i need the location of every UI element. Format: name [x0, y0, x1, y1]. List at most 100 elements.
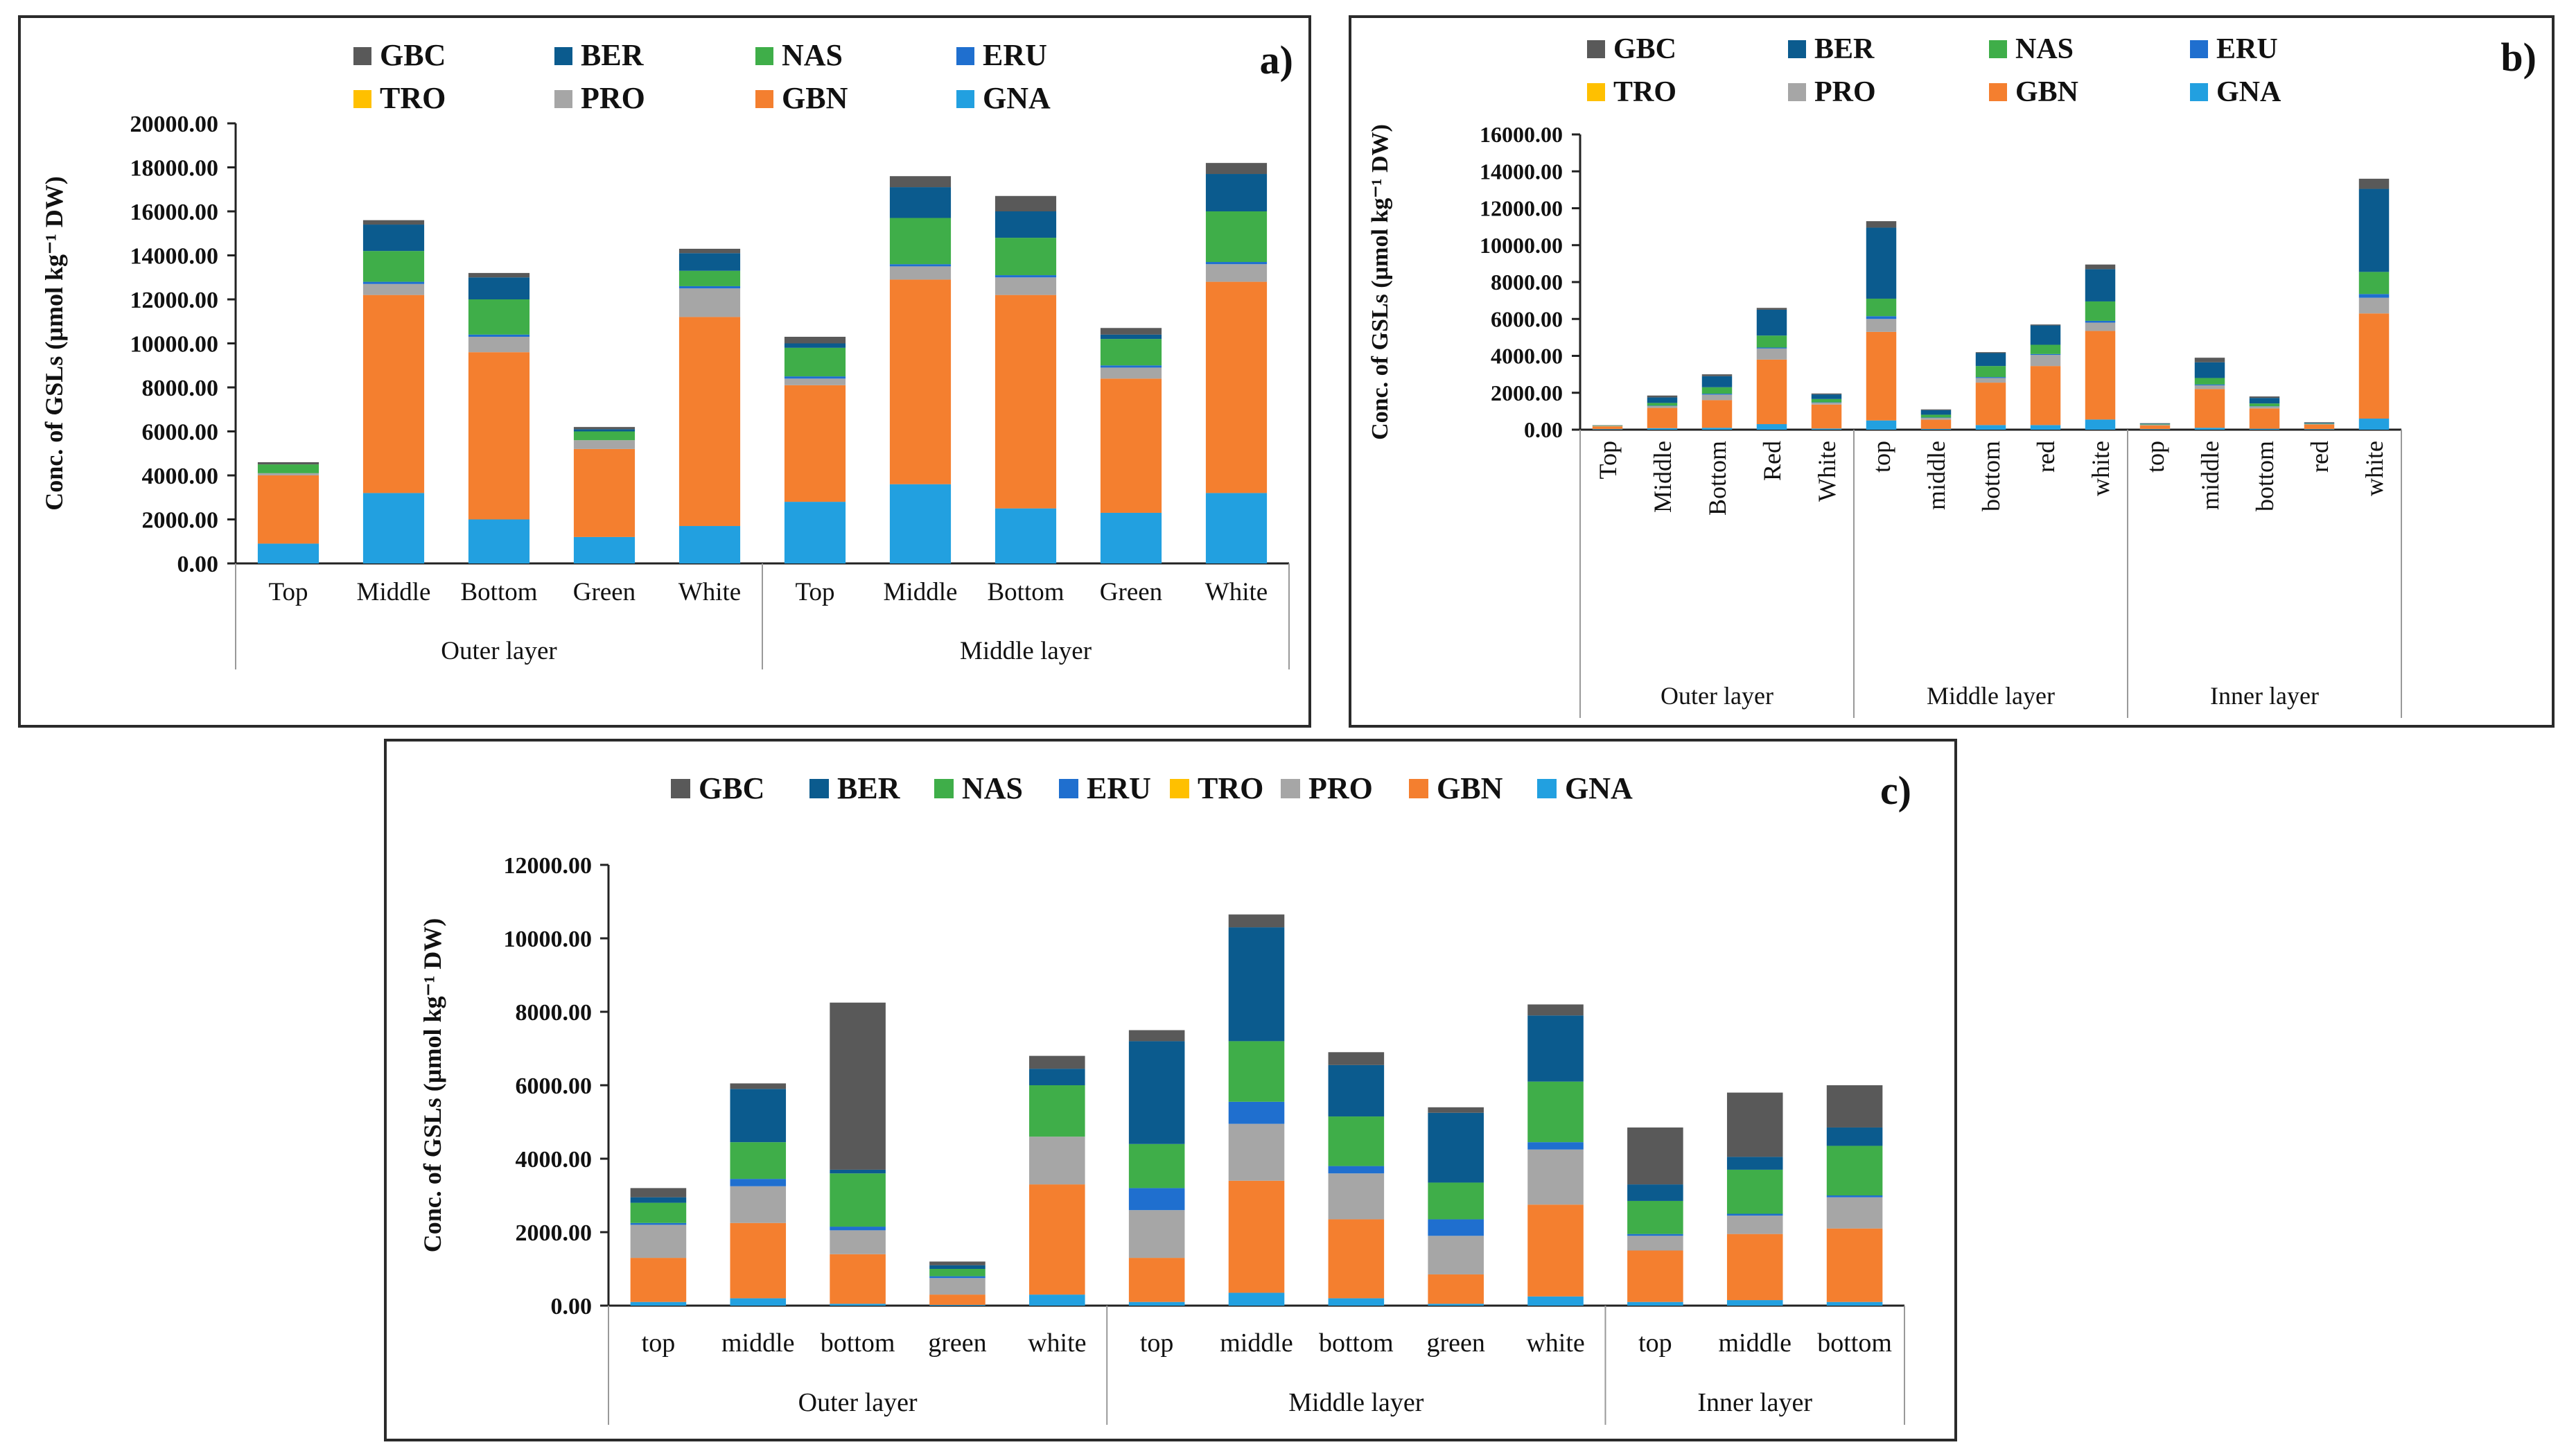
bar-a-gbn-9 [1205, 281, 1268, 493]
bar-c-pro-10 [1627, 1236, 1683, 1251]
bar-a-nas-0 [257, 464, 319, 473]
legend-swatch-gbc-b [1587, 40, 1605, 58]
bar-c-gna-1 [730, 1298, 787, 1306]
bar-b-gbn-13 [2304, 424, 2335, 430]
x-category-label-c: white [1526, 1328, 1584, 1358]
x-category-label-c: middle [1718, 1328, 1791, 1358]
bar-b-pro-0 [1592, 426, 1623, 427]
x-group-label-b: Inner layer [2210, 682, 2319, 710]
bar-c-eru-11 [1726, 1213, 1783, 1216]
bar-b-eru-8 [2030, 353, 2061, 356]
bar-b-gbc-14 [2358, 178, 2390, 189]
bar-b-ber-3 [1756, 309, 1787, 336]
bar-a-ber-7 [995, 211, 1057, 238]
y-tick-label-b: 4000.00 [1491, 344, 1563, 369]
bar-c-gna-9 [1527, 1296, 1584, 1306]
bar-b-nas-10 [2139, 423, 2171, 425]
bar-c-nas-4 [1029, 1085, 1085, 1137]
bar-c-nas-7 [1328, 1116, 1385, 1166]
legend-swatch-eru-b [2190, 40, 2208, 58]
bar-c-ber-6 [1228, 927, 1285, 1042]
bar-c-eru-12 [1826, 1195, 1883, 1198]
bar-b-gbn-1 [1647, 407, 1678, 428]
bar-c-eru-6 [1228, 1101, 1285, 1124]
bar-a-gna-3 [573, 536, 636, 563]
y-tick-label-a: 0.00 [177, 552, 219, 577]
x-category-label-b: top [2141, 441, 2169, 473]
bar-a-ber-4 [678, 253, 741, 271]
bar-b-ber-9 [2085, 269, 2116, 301]
bar-c-eru-8 [1428, 1219, 1484, 1236]
bar-c-gbc-12 [1826, 1085, 1883, 1128]
bar-c-gbc-5 [1128, 1030, 1185, 1042]
bar-b-eru-14 [2358, 294, 2390, 298]
bar-c-pro-3 [929, 1278, 985, 1295]
bar-a-pro-9 [1205, 264, 1268, 282]
bar-a-eru-5 [784, 376, 846, 379]
legend-swatch-eru-c [1059, 779, 1078, 798]
x-category-label-a: Green [1100, 578, 1162, 606]
bar-c-pro-8 [1428, 1236, 1484, 1274]
bar-a-eru-6 [889, 264, 952, 267]
bar-c-eru-0 [630, 1222, 687, 1225]
bar-b-pro-5 [1866, 319, 1897, 332]
bar-b-eru-6 [1920, 417, 1952, 418]
legend-label-nas-b: NAS [2015, 33, 2074, 65]
bar-b-nas-11 [2194, 378, 2225, 385]
bar-b-ber-8 [2030, 325, 2061, 345]
bar-b-gbn-3 [1756, 359, 1787, 425]
bar-b-gbn-11 [2194, 389, 2225, 428]
bar-c-gbc-6 [1228, 914, 1285, 928]
bar-c-nas-0 [630, 1202, 687, 1223]
y-tick-label-a: 10000.00 [130, 331, 219, 357]
bar-b-pro-1 [1647, 405, 1678, 408]
y-tick-label-a: 6000.00 [142, 419, 219, 445]
bar-c-gna-10 [1627, 1301, 1683, 1306]
bar-b-gna-12 [2249, 428, 2280, 430]
y-tick-label-b: 14000.00 [1480, 159, 1563, 184]
bar-b-ber-6 [1920, 410, 1952, 415]
bar-c-nas-3 [929, 1269, 985, 1277]
bar-c-nas-1 [730, 1142, 787, 1179]
bar-a-pro-2 [468, 336, 530, 353]
bar-b-gbn-7 [1975, 383, 2006, 426]
bar-a-gbc-2 [468, 272, 530, 278]
legend-label-gbc-a: GBC [380, 38, 446, 72]
bar-c-gbn-3 [929, 1295, 985, 1305]
y-tick-label-b: 12000.00 [1480, 196, 1563, 221]
bar-a-gbn-0 [257, 475, 319, 544]
bar-a-pro-0 [257, 473, 319, 475]
x-group-label-a: Middle layer [960, 637, 1092, 665]
bar-b-eru-3 [1756, 347, 1787, 349]
bar-c-gna-3 [929, 1304, 985, 1306]
bar-c-gna-4 [1029, 1295, 1085, 1306]
legend-label-ber-b: BER [1814, 33, 1875, 65]
legend-label-ber-c: BER [837, 771, 901, 805]
x-category-label-a: Middle [357, 578, 431, 606]
legend-swatch-tro-a [353, 90, 371, 108]
y-tick-label-a: 14000.00 [130, 243, 219, 269]
bar-c-ber-2 [830, 1169, 886, 1174]
bar-a-gna-6 [889, 484, 952, 563]
x-category-label-c: bottom [1817, 1328, 1892, 1358]
bar-a-eru-7 [995, 275, 1057, 278]
bar-a-nas-9 [1205, 211, 1268, 263]
bar-b-gbn-8 [2030, 366, 2061, 426]
bar-a-pro-6 [889, 266, 952, 280]
bar-c-eru-7 [1328, 1166, 1385, 1174]
bar-a-gbn-5 [784, 385, 846, 502]
bar-b-pro-13 [2304, 423, 2335, 425]
bar-a-pro-8 [1100, 367, 1162, 379]
chart-a-svg: 0.00 2000.00 4000.00 6000.00 8000.00 10000.00… [40, 37, 1293, 669]
bar-b-gbc-3 [1756, 308, 1787, 310]
bar-b-ber-12 [2249, 398, 2280, 404]
bar-c-ber-0 [630, 1197, 687, 1203]
bar-b-gbn-9 [2085, 331, 2116, 420]
bar-b-gna-14 [2358, 419, 2390, 430]
bar-c-eru-10 [1627, 1234, 1683, 1236]
legend-label-nas-a: NAS [782, 38, 843, 72]
bar-b-pro-4 [1811, 403, 1842, 405]
bar-a-gbc-8 [1100, 328, 1162, 335]
x-group-label-c: Inner layer [1697, 1388, 1812, 1417]
bar-b-gna-5 [1866, 420, 1897, 430]
